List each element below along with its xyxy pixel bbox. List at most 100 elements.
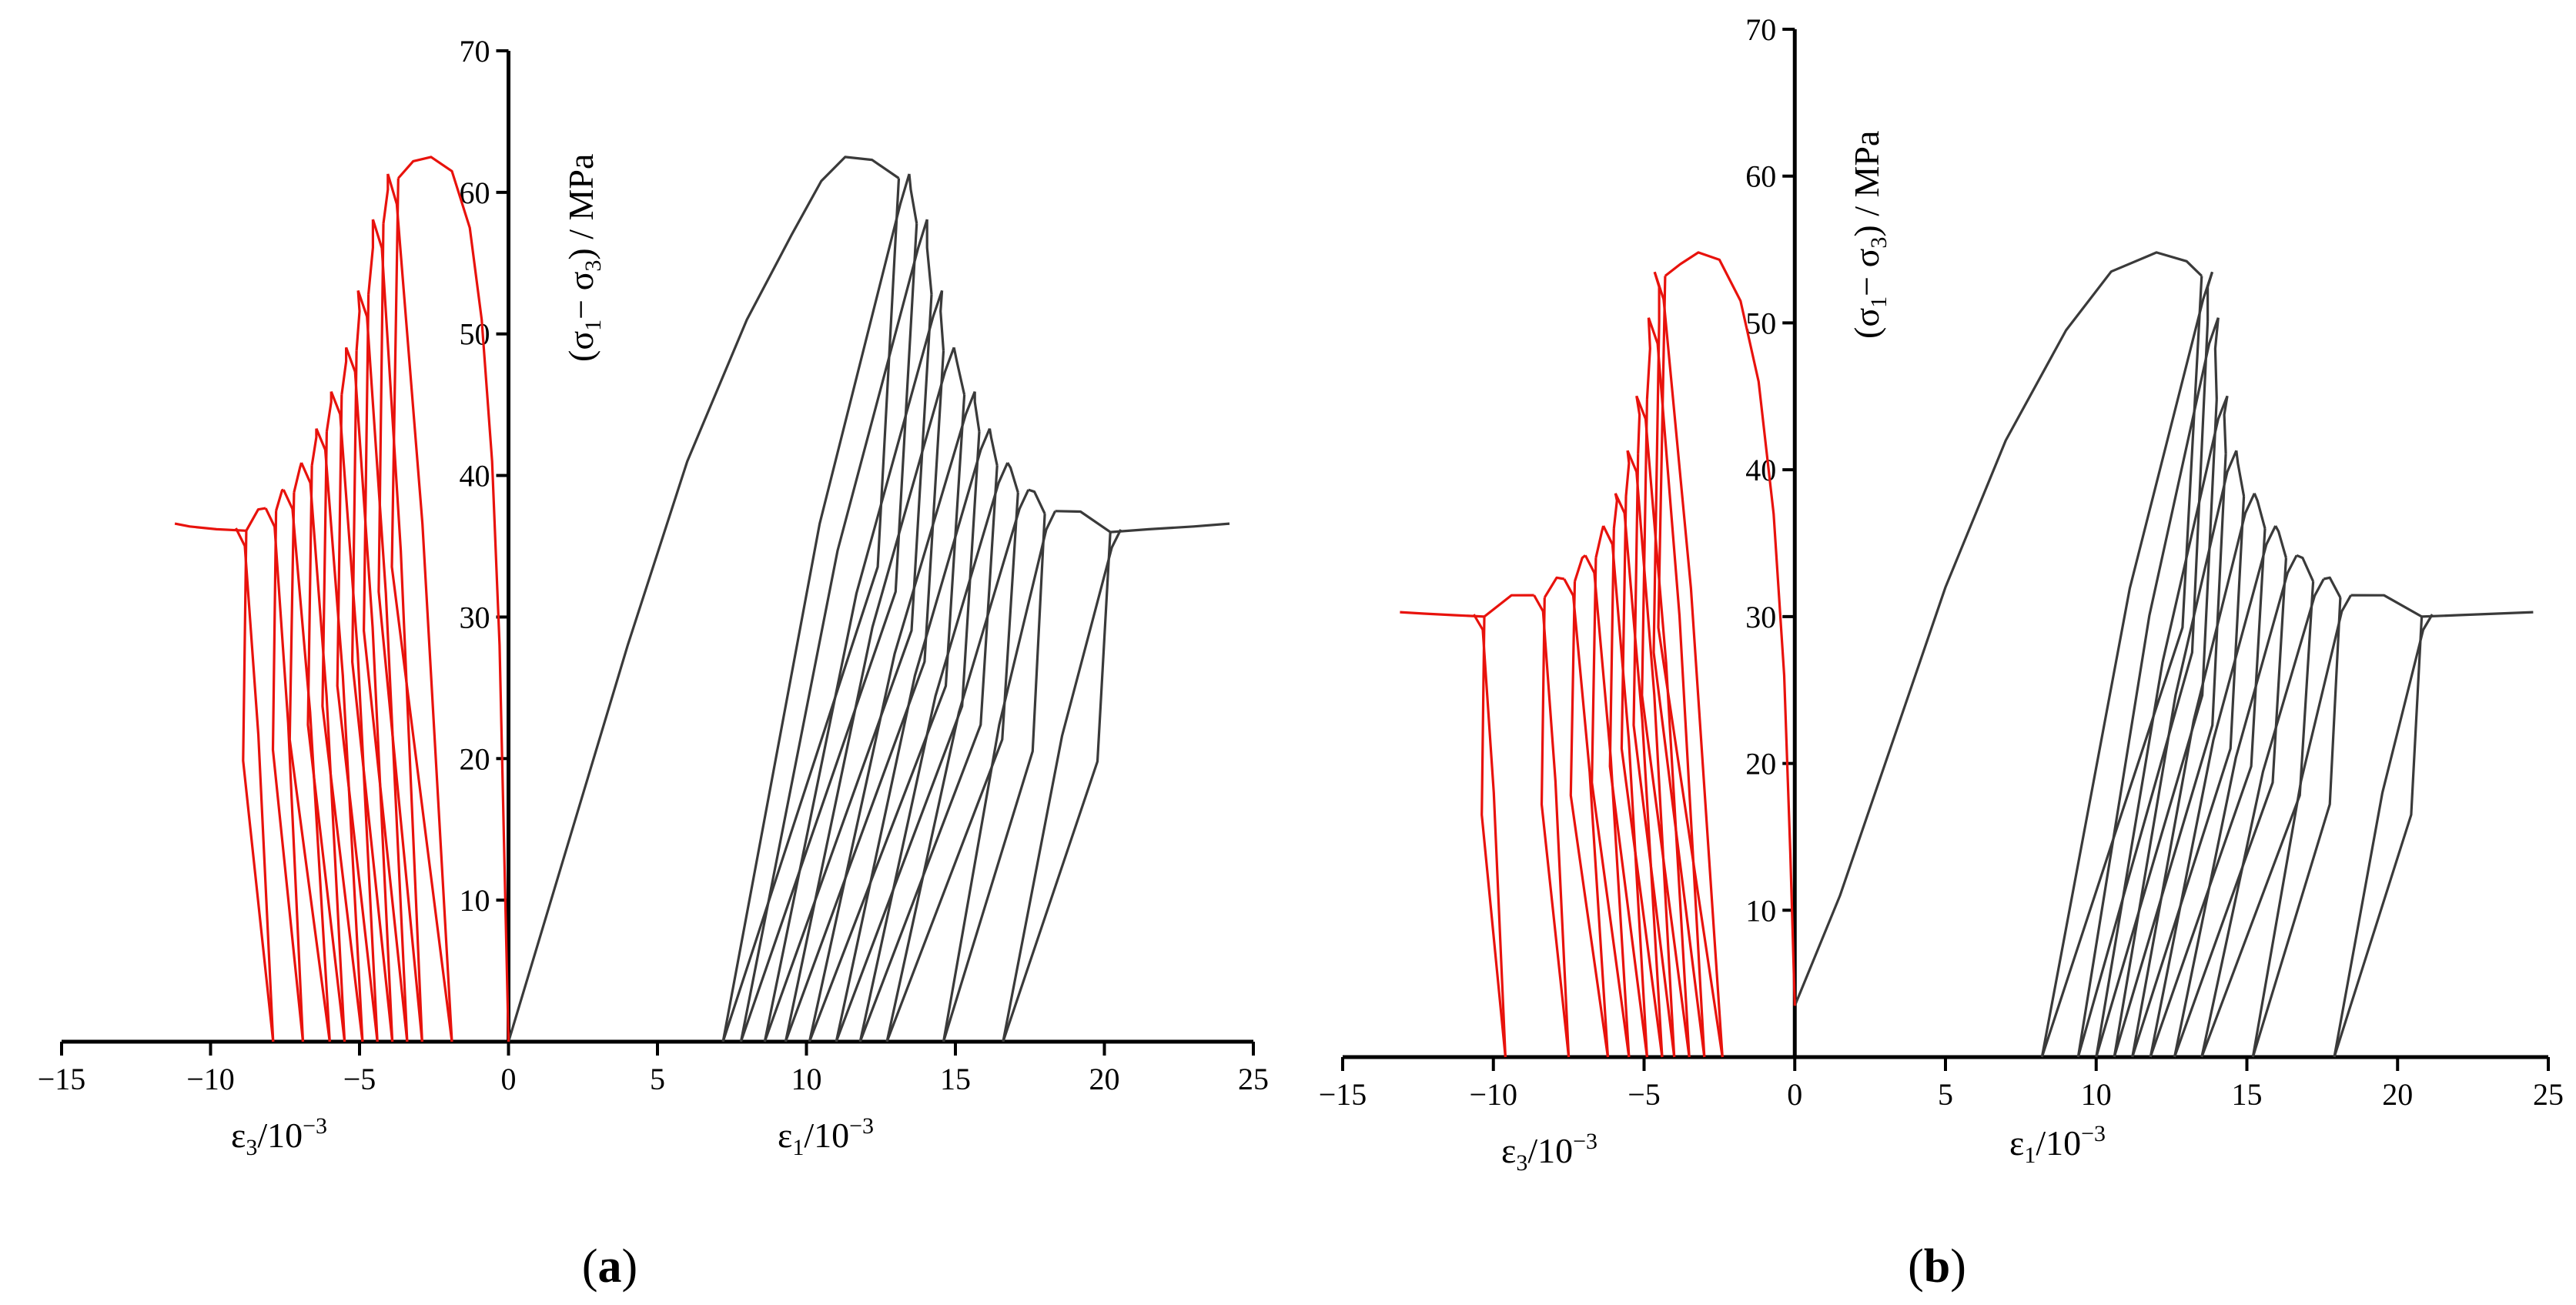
x-axis-label-axial-a: ε1/10−3 [778,1113,874,1160]
x-tick-label: −5 [343,1062,376,1096]
plot-area-a: −15 −10 −5 0 5 10 15 20 25 10 20 30 40 50 60 70 [38,34,1269,1096]
y-tick-label: 10 [460,883,490,918]
axial-strain-envelope-7 [2296,554,2315,582]
lateral-strain-reloading-10 [1472,614,1507,1058]
lateral-strain-unloading-4 [351,350,394,1042]
lateral-strain-reloading-4 [1626,450,1676,1058]
axial-strain-unloading-7 [2173,557,2287,1058]
lateral-strain-reloading-8 [1563,578,1610,1058]
axial-strain-prepeak-curve [1793,251,2203,1006]
axial-strain-reloading-9 [2251,594,2352,1058]
y-axis-label-b: (σ1− σ3) / MPa [1847,131,1892,339]
lateral-strain-reloading-5 [1614,493,1664,1058]
lateral-strain-reloading-6 [315,427,364,1042]
axial-strain-reloading-10 [1002,529,1122,1042]
lateral-strain-reloading-3 [356,289,409,1042]
axial-strain-unloading-10 [1002,532,1112,1042]
y-tick-label: 30 [1745,600,1776,634]
axial-strain-envelope-5 [973,391,981,432]
x-tick-label: −5 [1628,1077,1661,1112]
lateral-strain-unloading-6 [1608,528,1648,1058]
lateral-strain-reloading-2 [371,219,423,1042]
axial-strain-unloading-5 [808,394,966,1042]
axial-strain-reloading-1 [721,173,911,1042]
axial-strain-envelope-2 [925,219,933,295]
axial-strain-prepeak-curve [507,156,900,1042]
lateral-strain-envelope-8 [275,488,284,511]
axial-strain-reloading-2 [739,219,928,1042]
axial-strain-reloading-5 [808,391,976,1042]
axial-strain-reloading-1 [2040,271,2214,1058]
x-tick-label: 25 [2533,1077,2564,1112]
y-tick-label: 20 [1745,747,1776,781]
lateral-strain-prepeak-curve [1664,251,1796,1006]
axial-strain-reloading-5 [2131,493,2256,1058]
lateral-strain-unloading-10 [1480,616,1507,1058]
plot-area-b: −15 −10 −5 0 5 10 15 20 25 10 20 30 40 50 60 70 [1319,12,2564,1112]
lateral-strain-envelope-4 [340,347,348,396]
axial-strain-reloading-6 [835,427,991,1042]
lateral-strain-unloading-6 [321,431,364,1042]
x-tick-label: −15 [38,1062,86,1096]
lateral-strain-reloading-8 [282,489,331,1042]
axial-strain-envelope-5 [2253,493,2267,529]
chart-panel-b: −15 −10 −5 0 5 10 15 20 25 10 20 30 40 50 60 70 ε3/10−3… [1319,12,2564,1293]
lateral-strain-reloading-6 [1602,525,1648,1058]
lateral-strain-unloading-1 [1657,276,1724,1058]
axial-strain-unloading-6 [2149,528,2267,1058]
axial-strain-envelope-3 [2223,396,2229,454]
panel-label-b: (b) [1908,1240,1966,1293]
lateral-strain-unloading-9 [271,510,305,1042]
axial-strain-envelope-4 [2235,450,2246,497]
axial-strain-unloading-1 [2040,276,2203,1058]
lateral-strain-envelope-7 [1573,554,1587,582]
y-tick-label: 40 [1745,453,1776,487]
axial-strain-envelope-1 [908,173,918,224]
lateral-strain-unloading-3 [1641,399,1691,1058]
axial-strain-reloading-7 [858,462,1009,1042]
x-axis-label-axial-b: ε1/10−3 [2009,1121,2106,1168]
lateral-strain-reloading-9 [1533,594,1571,1058]
lateral-strain-unloading-1 [390,178,453,1042]
lateral-strain-envelope-5 [1612,493,1618,529]
axial-strain-envelope-6 [2274,525,2287,559]
lateral-strain-unloading-2 [1652,321,1706,1058]
axial-strain-envelope-1 [2206,271,2214,322]
lateral-strain-unloading-10 [242,530,275,1042]
lateral-strain-envelope-4 [1624,450,1631,497]
lateral-strain-reloading-5 [330,391,379,1042]
lateral-strain-envelope-9 [245,507,266,532]
axial-strain-reloading-8 [2200,578,2325,1058]
x-tick-label: 25 [1238,1062,1269,1096]
y-tick-label: 40 [460,459,490,494]
lateral-strain-residual-curve [174,522,246,532]
lateral-strain-envelope-7 [293,462,303,493]
axial-strain-unloading-5 [2131,496,2246,1058]
axial-strain-envelope-9 [2350,594,2423,618]
lateral-strain-envelope-9 [1484,594,1534,618]
axial-strain-reloading-7 [2173,554,2298,1058]
lateral-strain-reloading-9 [264,507,305,1042]
axial-strain-reloading-2 [2076,317,2220,1058]
x-tick-label: −15 [1319,1077,1367,1112]
lateral-strain-reloading-1 [386,173,453,1042]
lateral-strain-unloading-5 [1620,496,1664,1058]
x-tick-label: 20 [1089,1062,1120,1096]
axial-strain-unloading-8 [885,492,1019,1042]
x-tick-label: 5 [650,1062,665,1096]
lateral-strain-envelope-3 [1635,396,1641,454]
x-tick-label: 0 [501,1062,517,1096]
lateral-strain-envelope-1 [382,173,390,224]
axial-strain-unloading-10 [2333,616,2424,1058]
axial-strain-unloading-7 [858,465,999,1042]
axial-strain-envelope-6 [988,428,999,467]
axial-strain-reloading-3 [763,289,944,1042]
axial-strain-envelope-8 [1028,488,1046,514]
axial-strain-envelope-9 [1055,510,1112,534]
lateral-strain-unloading-7 [306,465,346,1042]
y-tick-label: 60 [460,176,490,210]
x-axis-label-lateral-b: ε3/10−3 [1501,1129,1597,1176]
axial-strain-unloading-9 [2251,597,2342,1058]
lateral-strain-unloading-3 [363,294,409,1042]
